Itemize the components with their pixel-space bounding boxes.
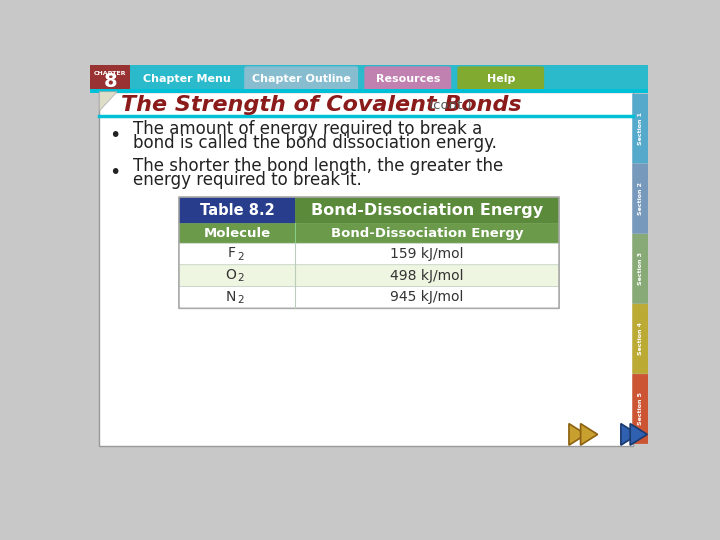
Text: Resources: Resources: [376, 73, 440, 84]
Text: The amount of energy required to break a: The amount of energy required to break a: [132, 120, 482, 138]
Text: Bond-Dissociation Energy: Bond-Dissociation Energy: [311, 203, 543, 218]
Text: 498 kJ/mol: 498 kJ/mol: [390, 269, 464, 283]
Text: 159 kJ/mol: 159 kJ/mol: [390, 247, 464, 261]
Text: Chapter Outline: Chapter Outline: [252, 73, 351, 84]
FancyBboxPatch shape: [364, 66, 451, 91]
Text: O: O: [225, 268, 235, 282]
FancyBboxPatch shape: [90, 65, 648, 90]
Text: Help: Help: [487, 73, 515, 84]
Text: Section 2: Section 2: [638, 182, 643, 215]
FancyBboxPatch shape: [632, 304, 648, 374]
Polygon shape: [621, 423, 638, 445]
Text: bond is called the bond dissociation energy.: bond is called the bond dissociation ene…: [132, 134, 497, 152]
Text: •: •: [109, 163, 120, 182]
Text: The shorter the bond length, the greater the: The shorter the bond length, the greater…: [132, 158, 503, 176]
FancyBboxPatch shape: [632, 164, 648, 234]
Text: Table 8.2: Table 8.2: [200, 203, 274, 218]
Polygon shape: [569, 423, 586, 445]
Text: 2: 2: [238, 252, 244, 261]
Text: Section 3: Section 3: [638, 252, 643, 285]
FancyBboxPatch shape: [632, 94, 648, 164]
Text: Bond-Dissociation Energy: Bond-Dissociation Energy: [331, 227, 523, 240]
Polygon shape: [630, 423, 647, 445]
FancyBboxPatch shape: [179, 197, 296, 224]
Text: (cont.): (cont.): [428, 99, 472, 112]
FancyBboxPatch shape: [132, 66, 242, 91]
FancyBboxPatch shape: [179, 265, 559, 287]
Text: Section 4: Section 4: [638, 322, 643, 355]
FancyBboxPatch shape: [295, 197, 559, 224]
Text: 945 kJ/mol: 945 kJ/mol: [390, 291, 464, 305]
Text: Molecule: Molecule: [204, 227, 271, 240]
FancyBboxPatch shape: [90, 65, 130, 92]
FancyBboxPatch shape: [179, 223, 559, 244]
Text: The Strength of Covalent Bonds: The Strength of Covalent Bonds: [121, 95, 521, 115]
FancyBboxPatch shape: [457, 66, 544, 91]
Text: 8: 8: [104, 72, 117, 91]
Text: •: •: [109, 126, 120, 145]
Text: Section 5: Section 5: [638, 392, 643, 425]
Polygon shape: [580, 423, 598, 445]
FancyBboxPatch shape: [90, 89, 648, 93]
FancyBboxPatch shape: [179, 286, 559, 308]
FancyBboxPatch shape: [244, 66, 358, 91]
Text: N: N: [225, 289, 235, 303]
Text: 2: 2: [238, 273, 244, 283]
Text: 2: 2: [238, 295, 244, 305]
Text: CHAPTER: CHAPTER: [94, 71, 127, 76]
Text: Chapter Menu: Chapter Menu: [143, 73, 230, 84]
Polygon shape: [99, 92, 117, 111]
FancyBboxPatch shape: [632, 234, 648, 303]
FancyBboxPatch shape: [632, 374, 648, 444]
Text: energy required to break it.: energy required to break it.: [132, 171, 361, 190]
Text: Section 1: Section 1: [638, 112, 643, 145]
FancyBboxPatch shape: [179, 243, 559, 265]
FancyBboxPatch shape: [99, 92, 632, 446]
Text: F: F: [228, 246, 235, 260]
